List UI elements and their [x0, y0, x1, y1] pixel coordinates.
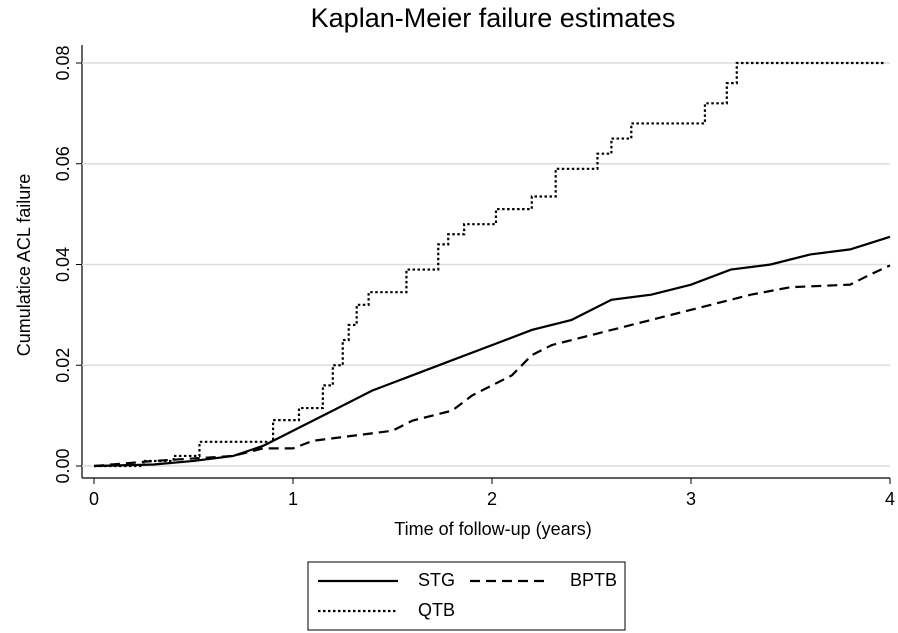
chart-title: Kaplan-Meier failure estimates: [311, 3, 676, 33]
legend-label: STG: [418, 570, 455, 590]
y-tick-label: 0.08: [53, 45, 73, 80]
x-tick-label: 1: [288, 489, 298, 509]
y-tick-label: 0.02: [53, 348, 73, 383]
legend-label: BPTB: [570, 570, 617, 590]
y-tick-label: 0.06: [53, 146, 73, 181]
y-tick-label: 0.00: [53, 448, 73, 483]
km-line: [94, 61, 885, 468]
x-tick-label: 2: [487, 489, 497, 509]
x-tick-label: 4: [885, 489, 895, 509]
x-axis-label: Time of follow-up (years): [394, 519, 591, 539]
x-tick-label: 0: [89, 489, 99, 509]
x-tick-label: 3: [686, 489, 696, 509]
km-line: [93, 235, 891, 468]
legend-label: QTB: [418, 600, 455, 620]
y-tick-label: 0.04: [53, 247, 73, 282]
legend-box: [307, 561, 626, 631]
km-line: [93, 264, 891, 468]
y-axis-label: Cumulatice ACL failure: [14, 174, 34, 356]
